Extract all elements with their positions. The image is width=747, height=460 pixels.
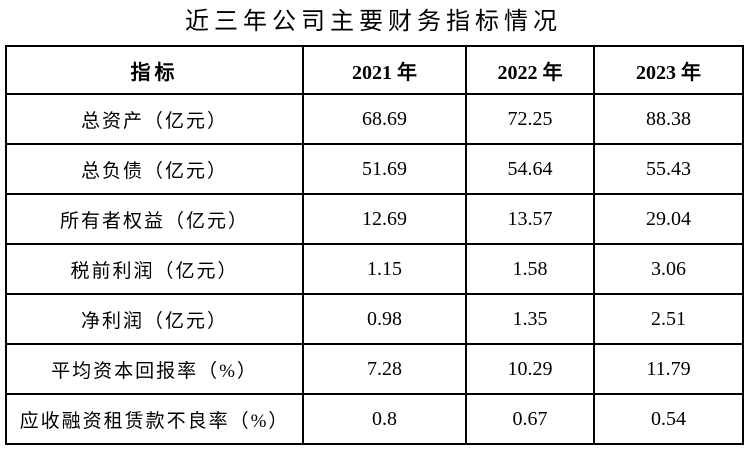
header-year-2021: 2021 年	[302, 45, 467, 95]
table-row-total-liabilities: 总负债（亿元） 51.69 54.64 55.43	[5, 143, 744, 195]
table-row-owners-equity: 所有者权益（亿元） 12.69 13.57 29.04	[5, 193, 744, 245]
cell-value: 3.06	[593, 243, 744, 295]
cell-value: 0.8	[302, 393, 467, 445]
cell-value: 12.69	[302, 193, 467, 245]
row-label: 所有者权益（亿元）	[5, 193, 304, 245]
cell-value: 1.15	[302, 243, 467, 295]
table-row-avg-capital-return: 平均资本回报率（%） 7.28 10.29 11.79	[5, 343, 744, 395]
cell-value: 29.04	[593, 193, 744, 245]
row-label: 总资产（亿元）	[5, 93, 304, 145]
cell-value: 88.38	[593, 93, 744, 145]
cell-value: 2.51	[593, 293, 744, 345]
cell-value: 10.29	[465, 343, 595, 395]
table-row-lease-npl-ratio: 应收融资租赁款不良率（%） 0.8 0.67 0.54	[5, 393, 744, 445]
table-row-net-profit: 净利润（亿元） 0.98 1.35 2.51	[5, 293, 744, 345]
cell-value: 13.57	[465, 193, 595, 245]
cell-value: 0.54	[593, 393, 744, 445]
cell-value: 1.58	[465, 243, 595, 295]
cell-value: 68.69	[302, 93, 467, 145]
row-label: 总负债（亿元）	[5, 143, 304, 195]
row-label: 平均资本回报率（%）	[5, 343, 304, 395]
row-label: 净利润（亿元）	[5, 293, 304, 345]
page-title: 近三年公司主要财务指标情况	[185, 9, 562, 35]
cell-value: 7.28	[302, 343, 467, 395]
cell-value: 72.25	[465, 93, 595, 145]
financial-indicators-table: 指标 2021 年 2022 年 2023 年 总资产（亿元） 68.69 72…	[5, 45, 744, 445]
cell-value: 0.67	[465, 393, 595, 445]
cell-value: 0.98	[302, 293, 467, 345]
row-label: 应收融资租赁款不良率（%）	[5, 393, 304, 445]
header-indicator: 指标	[5, 45, 304, 95]
cell-value: 1.35	[465, 293, 595, 345]
table-header-row: 指标 2021 年 2022 年 2023 年	[5, 45, 744, 95]
cell-value: 54.64	[465, 143, 595, 195]
header-year-2023: 2023 年	[593, 45, 744, 95]
cell-value: 11.79	[593, 343, 744, 395]
header-year-2022: 2022 年	[465, 45, 595, 95]
cell-value: 55.43	[593, 143, 744, 195]
row-label: 税前利润（亿元）	[5, 243, 304, 295]
table-row-pretax-profit: 税前利润（亿元） 1.15 1.58 3.06	[5, 243, 744, 295]
table-row-total-assets: 总资产（亿元） 68.69 72.25 88.38	[5, 93, 744, 145]
cell-value: 51.69	[302, 143, 467, 195]
